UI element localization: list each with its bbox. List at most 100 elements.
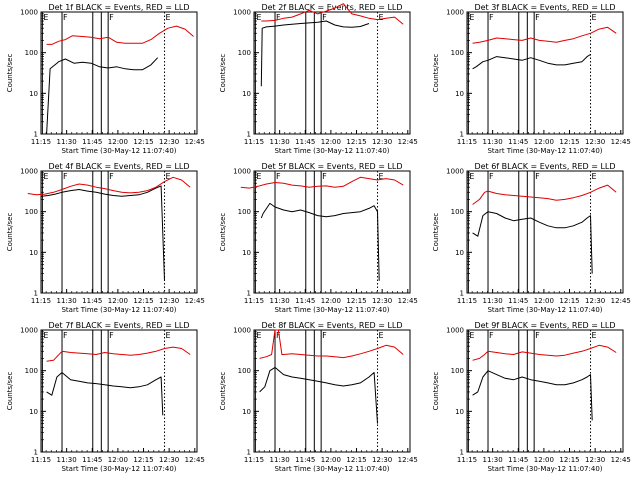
y-tick-label: 10: [455, 90, 464, 98]
x-tick-label: 12:45: [611, 138, 631, 146]
event-marker-label: E: [469, 13, 474, 22]
x-tick-label: 11:30: [270, 297, 290, 305]
event-marker-label: F: [535, 13, 540, 22]
x-tick-label: 12:45: [611, 297, 631, 305]
x-tick-label: 12:15: [133, 456, 153, 464]
y-tick-label: 1000: [233, 9, 251, 17]
event-marker-label: F: [109, 331, 114, 340]
event-marker-label: F: [276, 331, 281, 340]
y-axis-label: Counts/sec: [219, 213, 227, 252]
x-tick-label: 11:15: [244, 456, 264, 464]
plot-frame: [466, 329, 624, 453]
y-tick-label: 100: [25, 367, 38, 375]
x-tick-label: 12:15: [133, 297, 153, 305]
x-tick-label: 12:15: [559, 456, 579, 464]
x-tick-label: 11:15: [457, 138, 477, 146]
y-tick-label: 1000: [233, 327, 251, 335]
event-marker-label: F: [109, 172, 114, 181]
x-tick-label: 11:45: [82, 297, 102, 305]
event-marker-label: E: [166, 13, 171, 22]
x-axis-label: Start Time (30-May-12 11:07:40): [487, 147, 602, 155]
y-tick-label: 1000: [446, 9, 464, 17]
y-tick-label: 1000: [446, 168, 464, 176]
event-marker-label: F: [63, 13, 68, 22]
x-tick-label: 11:30: [483, 456, 503, 464]
event-marker-label: E: [166, 172, 171, 181]
event-marker-label: F: [276, 172, 281, 181]
x-tick-label: 12:00: [108, 456, 128, 464]
x-tick-label: 11:45: [82, 456, 102, 464]
y-tick-label: 10: [242, 90, 251, 98]
x-tick-label: 12:45: [398, 297, 418, 305]
x-tick-label: 12:30: [585, 297, 605, 305]
event-marker-label: F: [489, 13, 494, 22]
x-tick-label: 11:45: [295, 138, 315, 146]
x-axis-label: Start Time (30-May-12 11:07:40): [61, 306, 176, 314]
y-tick-label: 1: [460, 290, 464, 298]
x-tick-label: 11:15: [244, 297, 264, 305]
y-tick-label: 100: [25, 49, 38, 57]
event-marker-label: E: [43, 331, 48, 340]
x-tick-label: 11:30: [57, 297, 77, 305]
y-tick-label: 10: [29, 249, 38, 257]
y-tick-label: 1000: [20, 9, 38, 17]
x-axis-label: Start Time (30-May-12 11:07:40): [274, 306, 389, 314]
series-events-line: [472, 211, 593, 274]
chart-panel-9: Det 9f BLACK = Events, RED = LLD 1 10 100 10…: [432, 321, 631, 473]
y-tick-label: 1000: [20, 168, 38, 176]
chart-title: Det 7f BLACK = Events, RED = LLD: [48, 321, 189, 330]
y-tick-label: 100: [451, 49, 464, 57]
y-tick-label: 100: [238, 49, 251, 57]
x-tick-label: 12:45: [398, 138, 418, 146]
y-tick-label: 10: [29, 408, 38, 416]
event-marker-label: E: [166, 331, 171, 340]
y-tick-label: 1: [34, 449, 38, 457]
y-tick-label: 1000: [446, 327, 464, 335]
x-tick-label: 12:00: [108, 138, 128, 146]
series-events-line: [472, 370, 593, 421]
y-axis-label: Counts/sec: [432, 54, 440, 93]
chart-panel-4: Det 4f BLACK = Events, RED = LLD 1 10 100 10…: [6, 162, 205, 314]
event-marker-label: E: [592, 172, 597, 181]
chart-panel-3: Det 3f BLACK = Events, RED = LLD 1 10 100 10…: [432, 3, 631, 155]
x-tick-label: 12:45: [185, 297, 205, 305]
y-tick-label: 1000: [233, 168, 251, 176]
event-marker-label: F: [322, 331, 327, 340]
x-tick-label: 11:30: [57, 456, 77, 464]
x-tick-label: 12:30: [159, 456, 179, 464]
x-tick-label: 11:15: [31, 456, 51, 464]
event-marker-label: F: [322, 172, 327, 181]
plot-frame: [253, 11, 411, 135]
x-tick-label: 11:45: [508, 138, 528, 146]
plot-frame: [466, 170, 624, 294]
event-marker-label: E: [43, 13, 48, 22]
y-tick-label: 10: [242, 249, 251, 257]
x-tick-label: 12:30: [585, 456, 605, 464]
x-tick-label: 11:30: [483, 138, 503, 146]
x-tick-label: 11:15: [457, 297, 477, 305]
x-tick-label: 11:15: [457, 456, 477, 464]
series-lld-line: [27, 176, 191, 196]
y-axis-label: Counts/sec: [6, 54, 14, 93]
chart-title: Det 8f BLACK = Events, RED = LLD: [261, 321, 402, 330]
x-tick-label: 11:30: [270, 138, 290, 146]
chart-title: Det 9f BLACK = Events, RED = LLD: [474, 321, 615, 330]
event-marker-label: F: [322, 13, 327, 22]
x-tick-label: 12:30: [372, 456, 392, 464]
x-tick-label: 12:30: [372, 297, 392, 305]
x-tick-label: 11:45: [82, 138, 102, 146]
x-tick-label: 11:45: [295, 456, 315, 464]
y-axis-label: Counts/sec: [6, 213, 14, 252]
event-marker-label: F: [535, 331, 540, 340]
y-tick-label: 10: [29, 90, 38, 98]
x-axis-label: Start Time (30-May-12 11:07:40): [274, 147, 389, 155]
chart-title: Det 3f BLACK = Events, RED = LLD: [474, 3, 615, 12]
event-marker-label: E: [256, 13, 261, 22]
x-tick-label: 12:15: [559, 138, 579, 146]
event-marker-label: E: [256, 331, 261, 340]
series-lld-line: [46, 346, 191, 362]
x-tick-label: 12:00: [534, 456, 554, 464]
series-lld-line: [472, 184, 617, 205]
series-lld-line: [472, 26, 617, 44]
